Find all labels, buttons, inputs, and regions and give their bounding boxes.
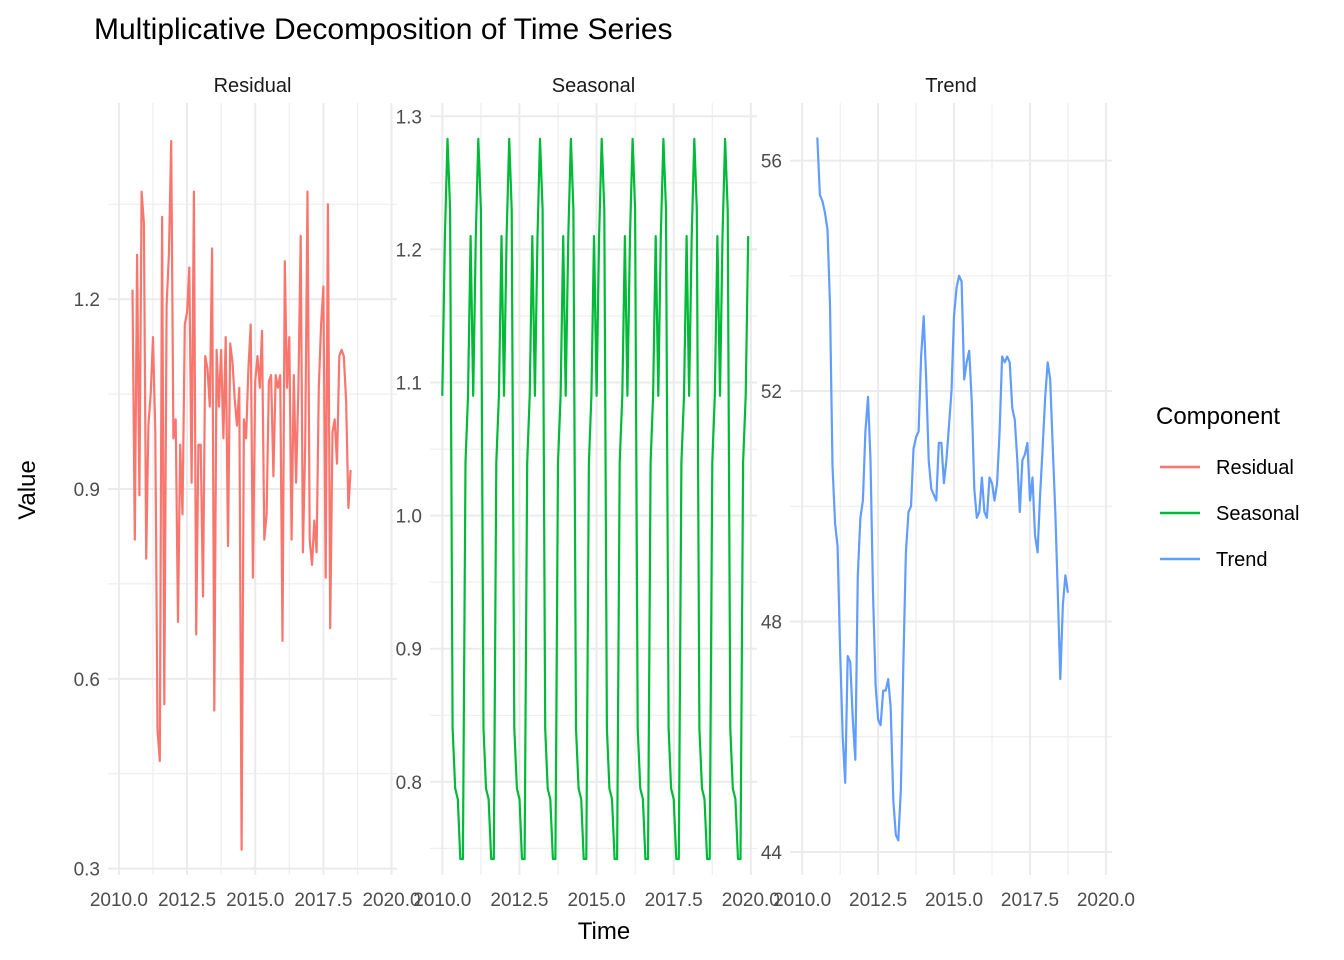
legend-label-seasonal: Seasonal — [1216, 503, 1299, 525]
facet-residual: Residual 2010.0 2012.5 2015.0 2017.5 2020.0 0.… — [74, 75, 421, 911]
legend-title: Component — [1156, 403, 1280, 430]
y-tick-label: 1.2 — [74, 290, 100, 311]
x-tick-label: 2012.5 — [158, 890, 216, 911]
x-tick-label: 2020.0 — [1077, 890, 1135, 911]
x-tick-label: 2017.5 — [645, 890, 703, 911]
x-tick-label: 2010.0 — [773, 890, 831, 911]
facet-panels: Residual 2010.0 2012.5 2015.0 2017.5 2020.0 0.… — [74, 75, 1135, 911]
grid — [790, 103, 1112, 875]
y-tick-label: 44 — [761, 843, 783, 864]
x-tick-label: 2015.0 — [925, 890, 983, 911]
facet-trend: Trend 2010.0 2012.5 2015.0 2017.5 2020.0 44 48 5… — [761, 75, 1135, 911]
y-tick-label: 0.8 — [396, 773, 422, 794]
x-tick-label: 2020.0 — [362, 890, 420, 911]
x-tick-label: 2015.0 — [226, 890, 284, 911]
facet-strip-label: Seasonal — [552, 75, 635, 97]
y-axis-title: Value — [14, 460, 41, 520]
y-tick-label: 0.6 — [74, 670, 100, 691]
y-tick-label: 48 — [761, 613, 782, 634]
x-tick-label: 2015.0 — [568, 890, 626, 911]
legend-label-residual: Residual — [1216, 457, 1294, 479]
x-tick-label: 2010.0 — [90, 890, 148, 911]
facet-strip-label: Residual — [214, 75, 292, 97]
y-tick-label: 1.2 — [396, 240, 422, 261]
x-tick-label: 2017.5 — [294, 890, 352, 911]
y-tick-label: 0.9 — [396, 640, 422, 661]
x-tick-label: 2012.5 — [490, 890, 548, 911]
x-tick-label: 2012.5 — [849, 890, 907, 911]
y-tick-label: 0.3 — [74, 860, 100, 881]
x-tick-label: 2017.5 — [1001, 890, 1059, 911]
y-tick-label: 56 — [761, 152, 782, 173]
legend: Component Residual Seasonal Trend — [1156, 403, 1299, 571]
series-line-residual — [131, 139, 352, 851]
facet-seasonal: Seasonal 2010.0 2012.5 2015.0 2017.5 2020.0 0.… — [396, 75, 780, 911]
y-tick-label: 1.0 — [396, 507, 422, 528]
legend-label-trend: Trend — [1216, 549, 1268, 571]
series-line-seasonal — [441, 137, 750, 861]
x-tick-label: 2020.0 — [722, 890, 780, 911]
grid — [430, 103, 757, 875]
y-tick-label: 52 — [761, 382, 782, 403]
y-tick-label: 1.3 — [396, 107, 422, 128]
series-line-trend — [816, 137, 1069, 842]
x-axis-title: Time — [578, 918, 630, 945]
x-tick-label: 2010.0 — [413, 890, 471, 911]
chart-title: Multiplicative Decomposition of Time Ser… — [94, 13, 673, 46]
y-tick-label: 1.1 — [396, 374, 422, 395]
y-tick-label: 0.9 — [74, 480, 100, 501]
facet-strip-label: Trend — [925, 75, 977, 97]
